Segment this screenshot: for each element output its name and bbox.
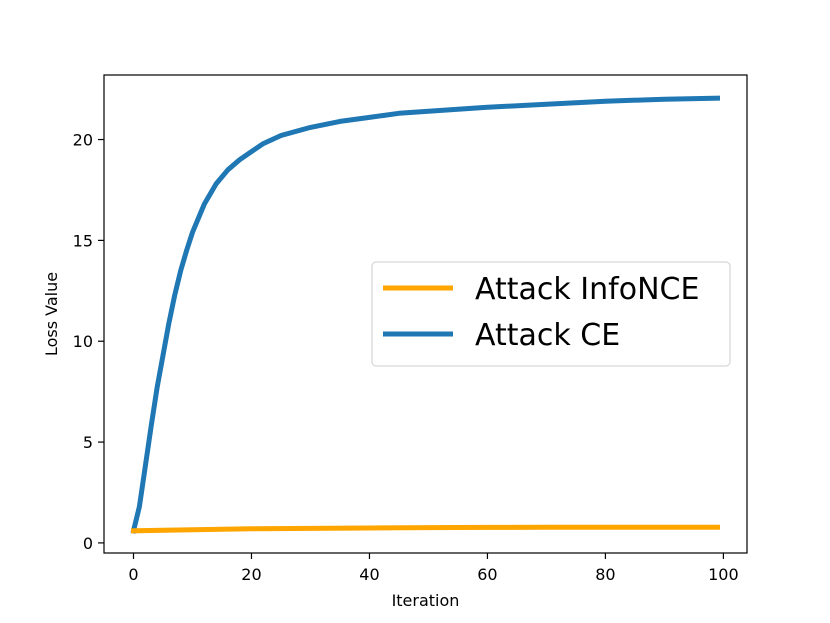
y-tick-label: 20 bbox=[73, 131, 93, 150]
plot-frame bbox=[103, 74, 748, 554]
x-tick-label: 100 bbox=[708, 565, 739, 584]
x-axis-ticks: 0 20 40 60 80 100 bbox=[128, 553, 739, 584]
series-line-attack-ce bbox=[130, 95, 721, 534]
legend-box bbox=[371, 261, 731, 367]
legend-label-attack-ce: Attack CE bbox=[475, 318, 620, 353]
y-tick-label: 10 bbox=[73, 332, 93, 351]
x-tick-label: 0 bbox=[128, 565, 138, 584]
x-axis-label: Iteration bbox=[392, 591, 460, 610]
y-axis-label: Loss Value bbox=[42, 272, 61, 356]
series-line-attack-infonce bbox=[130, 524, 720, 534]
y-tick-label: 0 bbox=[83, 534, 93, 553]
x-tick-label: 60 bbox=[477, 565, 497, 584]
x-tick-label: 40 bbox=[359, 565, 379, 584]
y-tick-label: 15 bbox=[73, 231, 93, 250]
plot-lines bbox=[130, 95, 721, 534]
y-axis-ticks: 0 5 10 15 20 bbox=[73, 131, 104, 553]
y-tick-label: 5 bbox=[83, 433, 93, 452]
x-tick-label: 80 bbox=[595, 565, 615, 584]
legend-label-attack-infonce: Attack InfoNCE bbox=[475, 272, 699, 307]
x-tick-label: 20 bbox=[241, 565, 261, 584]
legend: Attack InfoNCE Attack CE bbox=[371, 261, 731, 367]
